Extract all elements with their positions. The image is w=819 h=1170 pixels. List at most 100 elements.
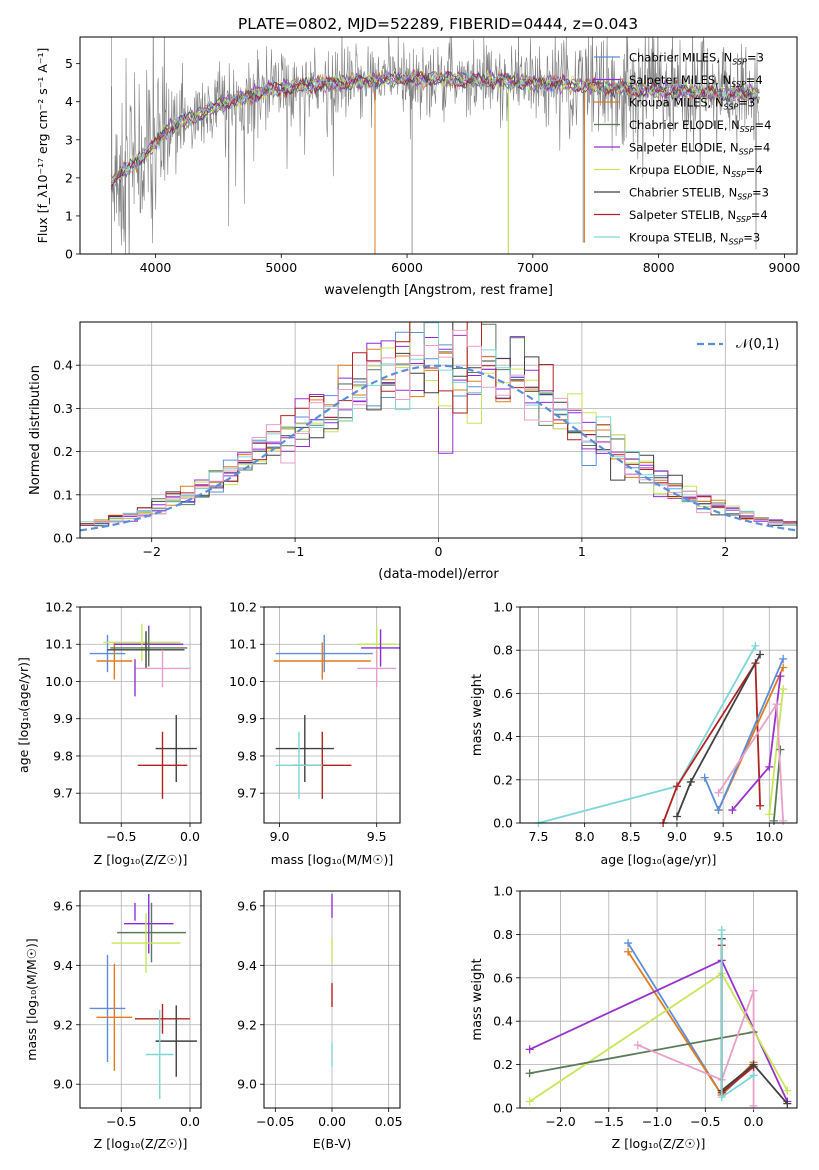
panel-spectrum: 4000 5000 6000 7000 8000 9000 0 1 2 3 4 5 Chabrier M… xyxy=(35,36,800,298)
weight-line xyxy=(717,701,784,821)
plot-frame xyxy=(263,890,401,1109)
y-tick-label: 10.0 xyxy=(229,674,257,689)
y-tick-label: 0.8 xyxy=(493,643,513,658)
y-tick-label: 0.0 xyxy=(493,1101,513,1116)
legend-subscript: SSP xyxy=(739,148,754,157)
histogram-step xyxy=(80,329,797,526)
plot-frame xyxy=(79,890,202,1109)
panel-age_vs_mass: 9.0 9.5 9.7 9.8 9.9 10.0 10.1 10.2 mass [log₁₀(M… xyxy=(229,600,401,867)
y-tick-label: 9.8 xyxy=(237,748,257,763)
weight-marker xyxy=(751,641,760,650)
weight-marker xyxy=(525,1069,534,1078)
figure-title: PLATE=0802, MJD=52289, FIBERID=0444, z=0… xyxy=(238,15,638,33)
legend-text: Kroupa MILES, N xyxy=(629,96,724,110)
legend-label: Salpeter STELIB, NSSP=4 xyxy=(629,208,768,224)
weight-marker xyxy=(714,806,723,815)
x-tick-label: 7.5 xyxy=(529,829,549,844)
y-tick-label: 0.4 xyxy=(493,1014,513,1029)
weight-marker xyxy=(624,939,633,948)
weight-marker xyxy=(756,650,765,659)
y-tick-label: 10.1 xyxy=(229,637,257,652)
x-tick-label: −2 xyxy=(142,544,160,559)
y-tick-label: 9.2 xyxy=(237,1017,257,1032)
plot-frame xyxy=(519,890,798,1109)
x-tick-label: 2 xyxy=(721,544,729,559)
x-tick-label: 0 xyxy=(435,544,443,559)
x-tick-label: 0.0 xyxy=(180,1114,200,1129)
x-tick-label: −1 xyxy=(286,544,304,559)
y-tick-label: 9.7 xyxy=(53,786,73,801)
y-tick-label: 9.4 xyxy=(237,958,257,973)
x-tick-label: 1 xyxy=(578,544,586,559)
y-tick-label: 0.8 xyxy=(493,927,513,942)
x-tick-label: −0.05 xyxy=(256,1114,294,1129)
legend-label: Kroupa STELIB, NSSP=3 xyxy=(629,231,760,247)
x-tick-label: 8000 xyxy=(643,260,675,275)
y-tick-label: 9.6 xyxy=(237,898,257,913)
x-tick-label: 9.0 xyxy=(667,829,687,844)
weight-marker xyxy=(779,816,788,825)
plot-frame xyxy=(519,606,798,824)
panel-mass_vs_Z: −0.5 0.0 9.0 9.2 9.4 9.6 Z [log₁₀(Z/Z☉)] mass [… xyxy=(24,890,202,1151)
weight-line xyxy=(627,942,755,1097)
y-tick-label: 4 xyxy=(65,94,73,109)
weight-marker xyxy=(749,1071,758,1080)
y-tick-label: 9.8 xyxy=(53,748,73,763)
x-tick-label: 0.0 xyxy=(744,1114,764,1129)
legend-text: Salpeter MILES, N xyxy=(629,73,731,87)
x-axis-label: Z [log₁₀(Z/Z☉)] xyxy=(94,1136,188,1151)
y-tick-label: 10.0 xyxy=(45,674,73,689)
legend-text: =3 xyxy=(752,186,769,200)
model-line xyxy=(111,70,760,190)
legend-subscript: SSP xyxy=(729,238,744,247)
y-tick-label: 0.6 xyxy=(493,970,513,985)
x-tick-label: 9.5 xyxy=(713,829,733,844)
weight-marker xyxy=(765,810,774,819)
y-tick-label: 9.9 xyxy=(237,711,257,726)
y-tick-label: 9.7 xyxy=(237,786,257,801)
y-tick-label: 9.4 xyxy=(53,958,73,973)
x-tick-label: 9.0 xyxy=(270,829,290,844)
panel-residuals: −2 −1 0 1 2 0.0 0.1 0.2 0.3 0.4 𝒩(0,1) (data-model)… xyxy=(28,321,798,582)
legend-text: Salpeter STELIB, N xyxy=(629,208,736,222)
y-axis-label: age [log₁₀(age/yr)] xyxy=(16,657,31,773)
x-axis-label: mass [log₁₀(M/M☉)] xyxy=(271,852,393,867)
y-tick-label: 0.2 xyxy=(53,444,73,459)
weight-marker xyxy=(765,762,774,771)
y-tick-label: 0.0 xyxy=(53,531,73,546)
x-tick-label: 0.0 xyxy=(180,829,200,844)
y-tick-label: 1.0 xyxy=(493,600,513,615)
normal-curve xyxy=(79,364,798,532)
x-tick-label: 4000 xyxy=(140,260,172,275)
plot-frame xyxy=(79,321,798,539)
weight-marker xyxy=(672,782,681,791)
legend-text: Chabrier ELODIE, N xyxy=(629,118,740,132)
legend-text: =4 xyxy=(746,73,763,87)
weight-marker xyxy=(749,986,758,995)
weight-marker xyxy=(756,801,765,810)
y-tick-label: 0.3 xyxy=(53,401,73,416)
x-axis-label: (data-model)/error xyxy=(378,567,499,582)
legend-label: Salpeter MILES, NSSP=4 xyxy=(629,73,763,89)
y-tick-label: 0.2 xyxy=(493,772,513,787)
weight-marker xyxy=(776,672,785,681)
x-tick-label: 8.0 xyxy=(575,829,595,844)
legend-subscript: SSP xyxy=(732,58,747,67)
legend-text: Salpeter ELODIE, N xyxy=(629,141,739,155)
panel-weight_vs_Z: −2.0 −1.5 −1.0 −0.5 0.0 0.0 0.2 0.4 0.6 0.8 1.0 Z [… xyxy=(470,884,798,1151)
y-tick-label: 1 xyxy=(65,208,73,223)
y-axis-label: mass weight xyxy=(470,958,485,1040)
x-tick-label: 6000 xyxy=(391,260,423,275)
legend-text: =4 xyxy=(751,208,768,222)
x-tick-label: −1.0 xyxy=(642,1114,672,1129)
weight-marker xyxy=(717,926,726,935)
x-axis-label: age [log₁₀(age/yr)] xyxy=(601,852,717,867)
weight-marker xyxy=(700,773,709,782)
x-tick-label: 10.0 xyxy=(755,829,783,844)
legend-text: Chabrier MILES, N xyxy=(629,51,732,65)
weight-marker xyxy=(624,947,633,956)
y-tick-label: 0.0 xyxy=(493,816,513,831)
weight-marker xyxy=(686,777,695,786)
y-axis-label: mass [log₁₀(M/M☉)] xyxy=(24,938,39,1060)
